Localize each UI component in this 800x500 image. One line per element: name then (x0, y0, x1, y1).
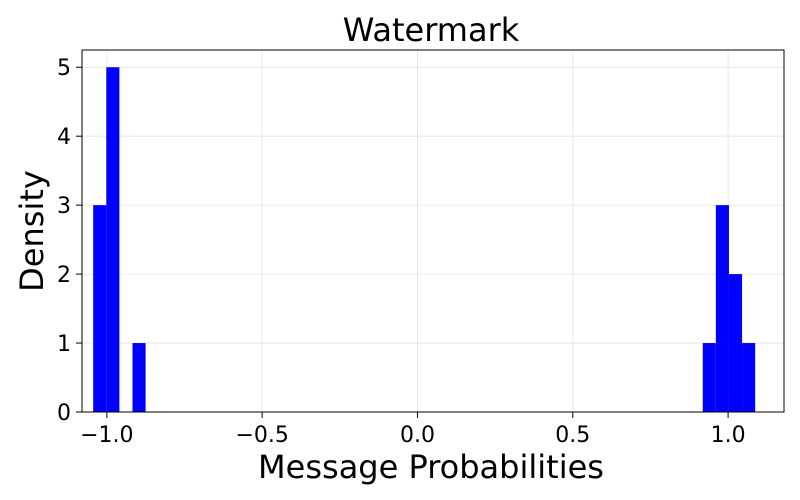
y-axis-ticks: 0 1 2 3 4 5 (57, 56, 82, 426)
x-axis-ticks: −1.0 −0.5 0.0 0.5 1.0 (80, 412, 746, 448)
histogram-bar (715, 205, 729, 412)
y-tick-label: 3 (57, 194, 71, 219)
y-tick-label: 0 (57, 401, 71, 426)
y-tick-label: 2 (57, 263, 71, 288)
histogram-bars (93, 67, 756, 412)
y-tick-label: 4 (57, 125, 71, 150)
x-tick-label: 0.5 (555, 423, 590, 448)
x-tick-label: −0.5 (235, 423, 288, 448)
x-tick-label: 1.0 (711, 423, 746, 448)
histogram-bar (93, 205, 107, 412)
y-tick-label: 1 (57, 332, 71, 357)
histogram-bar (702, 343, 716, 412)
plot-frame (81, 49, 785, 413)
x-tick-label: 0.0 (400, 423, 435, 448)
y-tick-label: 5 (57, 56, 71, 81)
histogram-bar (728, 274, 743, 412)
chart-title: Watermark (343, 11, 520, 49)
y-axis-label: Density (13, 170, 51, 292)
histogram-bar (106, 67, 120, 412)
histogram-bar (742, 343, 756, 412)
x-axis-label: Message Probabilities (258, 448, 604, 486)
histogram-bar (132, 343, 146, 412)
grid-lines (82, 50, 784, 413)
x-tick-label: −1.0 (80, 423, 133, 448)
